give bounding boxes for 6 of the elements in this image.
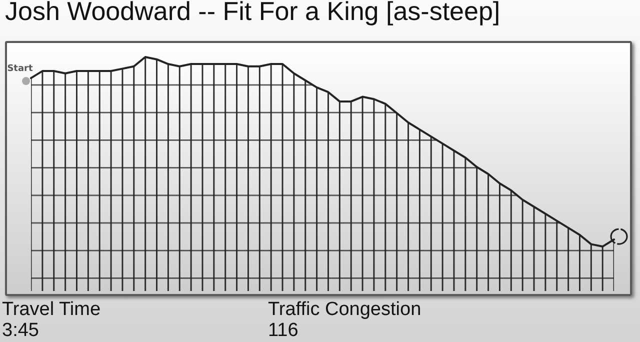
text: Travel Time [2, 299, 101, 321]
text: Traffic Congestion [268, 299, 422, 321]
chart-title: Josh Woodward -- Fit For a King [as-steep] [5, 0, 500, 26]
annotation: Start [7, 64, 34, 74]
text: 3:45 [2, 320, 39, 342]
text: 116 [268, 320, 298, 342]
